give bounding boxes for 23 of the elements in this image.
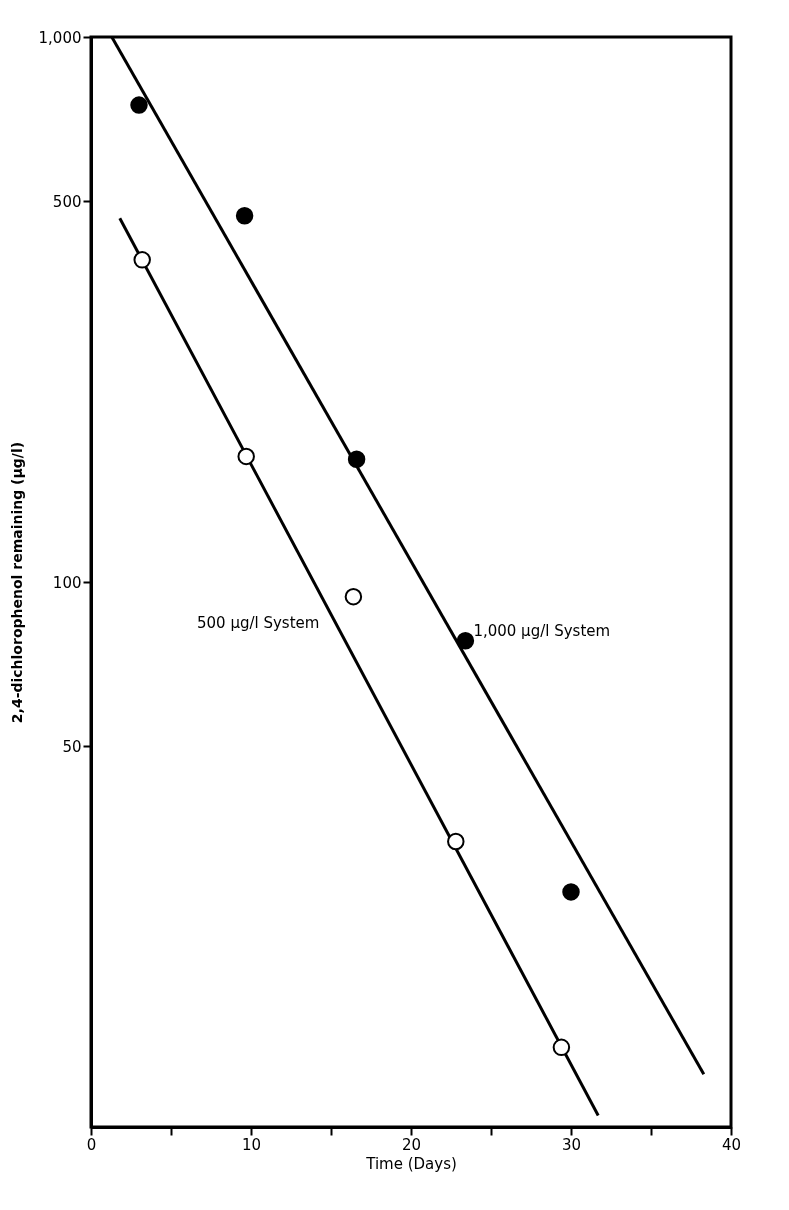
y-tick-label: 500 xyxy=(52,192,82,211)
y-tick-label: 50 xyxy=(62,737,82,756)
x-tick-label: 30 xyxy=(561,1135,582,1154)
y-axis-title: 2,4-dichlorophenol remaining (µg/l) xyxy=(8,441,25,724)
x-axis-title: Time (Days) xyxy=(365,1154,457,1173)
series-label: 1,000 µg/l System xyxy=(473,621,611,640)
point xyxy=(130,96,148,114)
text: 500 µg/l System xyxy=(197,613,320,632)
point xyxy=(562,883,580,901)
point xyxy=(235,206,254,225)
point xyxy=(347,450,366,468)
point xyxy=(344,587,363,606)
point xyxy=(237,447,255,466)
point xyxy=(447,832,465,851)
x-tick-label: 40 xyxy=(721,1135,742,1154)
x-tick-label: 10 xyxy=(241,1135,262,1154)
point xyxy=(456,632,475,650)
point xyxy=(133,251,151,269)
point xyxy=(552,1038,571,1057)
y-tick-label: 100 xyxy=(52,573,82,592)
x-tick-label: 20 xyxy=(401,1135,422,1154)
x-tick-label: 0 xyxy=(86,1135,97,1154)
y-tick-label: 1,000 xyxy=(38,28,82,47)
